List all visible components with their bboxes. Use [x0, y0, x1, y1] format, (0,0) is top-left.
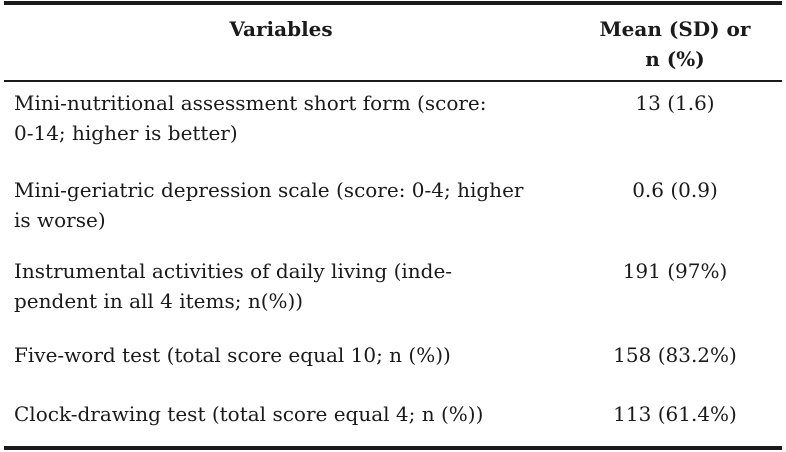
row-value: 113 (61.4%)	[613, 402, 737, 426]
row-variable-line2: pendent in all 4 items; n(%))	[14, 289, 304, 313]
row-variable-line1: Five-word test (total score equal 10; n …	[14, 343, 451, 367]
row-variable-line1: Clock-drawing test (total score equal 4;…	[14, 402, 484, 426]
row-variable: Mini-geriatric depression scale (score: …	[14, 175, 558, 235]
row-value: 13 (1.6)	[635, 91, 715, 115]
row-variable-line2: 0-14; higher is better)	[14, 121, 238, 145]
row-value: 0.6 (0.9)	[632, 178, 718, 202]
header-variables: Variables	[229, 17, 333, 41]
row-variable: Five-word test (total score equal 10; n …	[14, 340, 558, 370]
row-variable: Instrumental activities of daily living …	[14, 256, 558, 316]
header-value-line2: n (%)	[645, 47, 705, 71]
row-value: 191 (97%)	[622, 259, 728, 283]
header-rule	[4, 80, 782, 82]
header-value-line1: Mean (SD) or	[599, 17, 751, 41]
row-variable-line1: Instrumental activities of daily living …	[14, 259, 453, 283]
row-variable-line2: is worse)	[14, 208, 106, 232]
top-rule	[4, 1, 782, 5]
row-variable-line1: Mini-nutritional assessment short form (…	[14, 91, 487, 115]
row-variable-line1: Mini-geriatric depression scale (score: …	[14, 178, 524, 202]
row-variable: Mini-nutritional assessment short form (…	[14, 88, 558, 148]
bottom-rule	[4, 446, 782, 450]
row-variable: Clock-drawing test (total score equal 4;…	[14, 399, 558, 429]
header-value: Mean (SD) or n (%)	[566, 14, 784, 74]
row-value: 158 (83.2%)	[613, 343, 737, 367]
